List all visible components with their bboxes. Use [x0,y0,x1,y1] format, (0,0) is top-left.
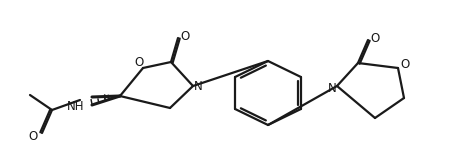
Text: O: O [400,58,409,71]
Text: N: N [327,81,336,94]
Text: N: N [193,81,202,93]
Text: O: O [369,33,379,46]
Text: O: O [180,30,189,44]
Text: O: O [134,57,143,69]
Text: NH: NH [67,100,85,114]
Text: O: O [28,129,37,143]
